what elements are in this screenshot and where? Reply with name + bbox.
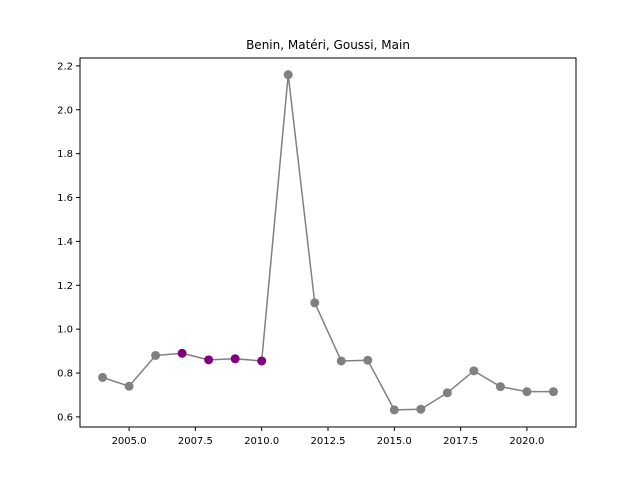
data-point-highlighted (177, 348, 187, 358)
data-point (389, 405, 399, 415)
data-point (98, 372, 108, 382)
x-tick-label: 2020.0 (509, 436, 544, 447)
data-point (469, 366, 479, 376)
y-axis: 0.6 0.8 1.0 1.2 1.4 1.6 1.8 2.0 2.2 (57, 61, 80, 423)
data-point (336, 356, 346, 366)
y-tick-label: 1.4 (57, 237, 73, 248)
y-tick-label: 1.6 (57, 193, 73, 204)
y-tick-label: 1.0 (57, 325, 73, 336)
x-axis: 2005.0 2007.5 2010.0 2012.5 2015.0 2017.5 2020… (112, 427, 544, 447)
x-tick-label: 2015.0 (377, 436, 412, 447)
data-point (151, 350, 161, 360)
y-tick-label: 0.8 (57, 369, 73, 380)
y-tick-label: 1.8 (57, 149, 73, 160)
x-tick-label: 2012.5 (311, 436, 346, 447)
x-tick-label: 2010.0 (244, 436, 279, 447)
y-tick-label: 2.0 (57, 105, 73, 116)
y-tick-label: 0.6 (57, 412, 73, 423)
chart-title: Benin, Matéri, Goussi, Main (246, 38, 410, 52)
y-tick-label: 1.2 (57, 281, 73, 292)
data-point-highlighted (204, 355, 214, 365)
data-point (548, 387, 558, 397)
x-tick-label: 2005.0 (112, 436, 147, 447)
data-point-highlighted (257, 356, 267, 366)
data-point (442, 388, 452, 398)
data-point (310, 298, 320, 308)
data-point (495, 382, 505, 392)
data-point (124, 381, 134, 391)
y-tick-label: 2.2 (57, 61, 73, 72)
series-layer (98, 70, 558, 415)
data-point (522, 387, 532, 397)
x-tick-label: 2017.5 (443, 436, 478, 447)
data-point-highlighted (230, 354, 240, 364)
data-point (363, 355, 373, 365)
series-line (102, 73, 554, 411)
x-tick-label: 2007.5 (178, 436, 213, 447)
data-point (416, 404, 426, 414)
data-point (283, 70, 293, 80)
plot-area-frame (79, 57, 577, 428)
